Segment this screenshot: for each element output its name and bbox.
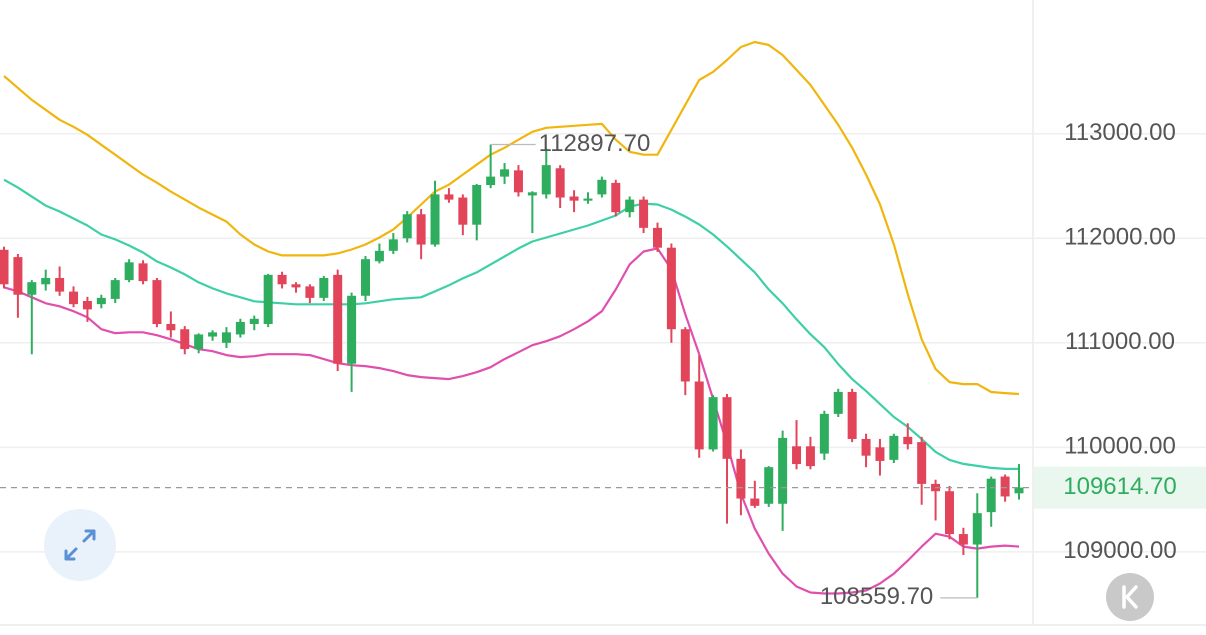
kline-icon[interactable] — [1122, 585, 1138, 609]
candle-body — [792, 446, 802, 465]
candle-body — [958, 534, 968, 545]
candle-body — [152, 280, 162, 324]
kline-button[interactable] — [1106, 573, 1154, 621]
y-tick-label: 110000.00 — [1064, 433, 1176, 460]
y-tick-label: 111000.00 — [1065, 328, 1175, 355]
y-tick-label: 109000.00 — [1063, 537, 1176, 564]
candle-body — [430, 194, 440, 245]
candle-body — [625, 199, 635, 213]
candle-body — [96, 297, 106, 305]
candle-body — [597, 179, 607, 195]
candle-body — [110, 280, 120, 299]
candle-body — [263, 274, 273, 324]
candle-body — [347, 295, 357, 364]
candle-body — [986, 478, 996, 513]
candle-body — [235, 321, 245, 335]
candle-body — [208, 332, 218, 337]
candle-body — [41, 278, 51, 285]
candle-body — [764, 467, 774, 504]
candle-body — [416, 214, 426, 245]
candle-body — [847, 391, 857, 439]
candle-body — [611, 182, 621, 213]
candle-body — [388, 239, 398, 251]
candle-body — [736, 458, 746, 499]
band-line — [3, 40, 1020, 396]
last-price-label: 109614.70 — [1063, 473, 1176, 500]
candle-body — [319, 278, 329, 298]
candle-body — [361, 259, 371, 296]
candle-body — [778, 437, 788, 504]
candle-body — [583, 198, 593, 201]
candle-body — [666, 247, 676, 330]
candle-body — [486, 176, 496, 185]
last-price-box — [1034, 466, 1206, 509]
candle-body — [889, 435, 899, 460]
candle-body — [27, 282, 37, 295]
candle-body — [541, 165, 551, 195]
expand-button-bg[interactable] — [44, 509, 116, 581]
band-line — [3, 247, 1020, 595]
candle-body — [221, 332, 231, 343]
candle-body — [972, 513, 982, 545]
candle-body — [138, 263, 148, 282]
candle-body — [444, 194, 454, 200]
candle-body — [402, 214, 412, 239]
candle-body — [639, 199, 649, 228]
kline-button-bg[interactable] — [1106, 573, 1154, 621]
candle-body — [180, 329, 190, 350]
candle-body — [249, 318, 259, 324]
candle-body — [1000, 476, 1010, 497]
y-tick-label: 113000.00 — [1064, 119, 1176, 146]
candle-body — [680, 329, 690, 382]
candle-body — [472, 184, 482, 225]
candle-body — [69, 291, 79, 305]
candle-body — [500, 169, 510, 177]
max-label: 112897.70 — [539, 130, 651, 157]
candle-body — [652, 227, 662, 248]
candle-body — [82, 301, 92, 310]
candle-body — [555, 168, 565, 198]
plot: 109000.00 110000.00 111000.00 112000.00 1130… — [0, 40, 1206, 610]
candle-body — [458, 197, 468, 225]
candle-body — [13, 257, 23, 295]
min-label: 108559.70 — [820, 583, 933, 610]
candle-body — [805, 446, 815, 467]
candle-body — [305, 286, 315, 298]
candle-body — [166, 323, 176, 331]
candle-body — [944, 491, 954, 535]
candle-body — [722, 397, 732, 459]
candle-body — [1014, 487, 1024, 494]
candle-body — [708, 397, 718, 450]
y-tick-label: 112000.00 — [1064, 224, 1176, 251]
candle-body — [374, 250, 384, 262]
candle-body — [513, 170, 523, 193]
candle-body — [819, 413, 829, 454]
expand-icon[interactable] — [64, 529, 96, 561]
candle-body — [277, 274, 287, 285]
candle-body — [903, 436, 913, 445]
candle-body — [861, 438, 871, 456]
candle-body — [694, 381, 704, 450]
candle-body — [833, 391, 843, 414]
candle-body — [569, 196, 579, 201]
candle-body — [291, 284, 301, 288]
candle-body — [194, 334, 204, 350]
candle-body — [333, 274, 343, 364]
candle-body — [0, 249, 9, 285]
band-line — [3, 178, 1019, 470]
candle-body — [527, 192, 537, 196]
candle-body — [917, 442, 927, 484]
expand-button[interactable] — [44, 509, 116, 581]
candle-body — [55, 278, 65, 292]
candle-body — [124, 262, 134, 281]
candle-body — [750, 498, 760, 506]
candle-body — [875, 447, 885, 461]
